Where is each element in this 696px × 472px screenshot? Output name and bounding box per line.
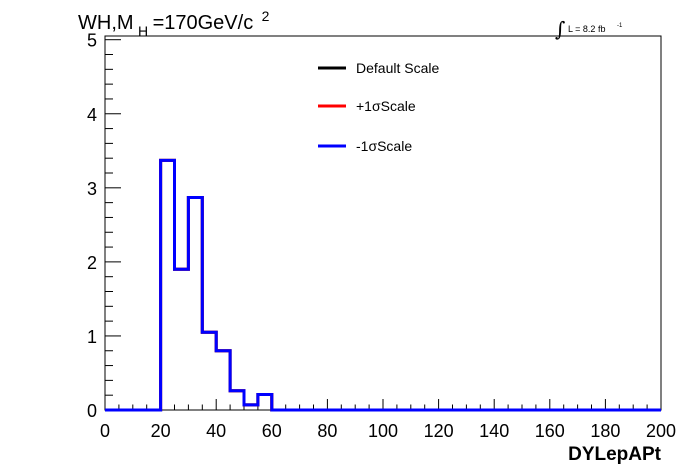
series-line-2 (105, 158, 661, 412)
title-main: WH,M (78, 12, 134, 34)
legend-label-default: Default Scale (356, 60, 439, 76)
x-tick-label: 20 (151, 421, 171, 441)
x-tick-label: 0 (100, 421, 110, 441)
y-tick-labels: 0 1 2 3 4 5 (87, 31, 97, 421)
title-rest: =170GeV/c (153, 12, 254, 34)
legend: Default Scale +1σScale -1σScale (318, 60, 439, 154)
chart-title: WH,M H =170GeV/c 2 (78, 8, 270, 40)
integral-symbol: ∫ (555, 17, 565, 41)
y-tick-label: 5 (87, 31, 97, 51)
x-tick-label: 180 (590, 421, 620, 441)
x-tick-label: 60 (262, 421, 282, 441)
x-tick-label: 100 (368, 421, 398, 441)
luminosity-superscript: -1 (617, 23, 623, 29)
legend-label-plus: +1σScale (356, 98, 416, 114)
y-tick-label: 2 (87, 253, 97, 273)
y-tick-label: 0 (87, 401, 97, 421)
x-tick-label: 40 (206, 421, 226, 441)
luminosity-label: L = 8.2 fb (568, 24, 605, 34)
x-tick-label: 200 (646, 421, 676, 441)
title-superscript: 2 (262, 8, 270, 24)
x-tick-label: 80 (317, 421, 337, 441)
y-tick-label: 4 (87, 105, 97, 125)
x-tick-label: 120 (424, 421, 454, 441)
x-tick-label: 160 (535, 421, 565, 441)
y-tick-label: 3 (87, 179, 97, 199)
x-tick-labels: 0 20 40 60 80 100 120 140 160 180 200 (100, 421, 676, 441)
x-axis-title: DYLepAPt (568, 444, 662, 465)
series-lines (105, 158, 661, 412)
y-tick-label: 1 (87, 327, 97, 347)
legend-label-minus: -1σScale (356, 138, 412, 154)
x-tick-label: 140 (479, 421, 509, 441)
title-subscript: H (138, 23, 148, 39)
